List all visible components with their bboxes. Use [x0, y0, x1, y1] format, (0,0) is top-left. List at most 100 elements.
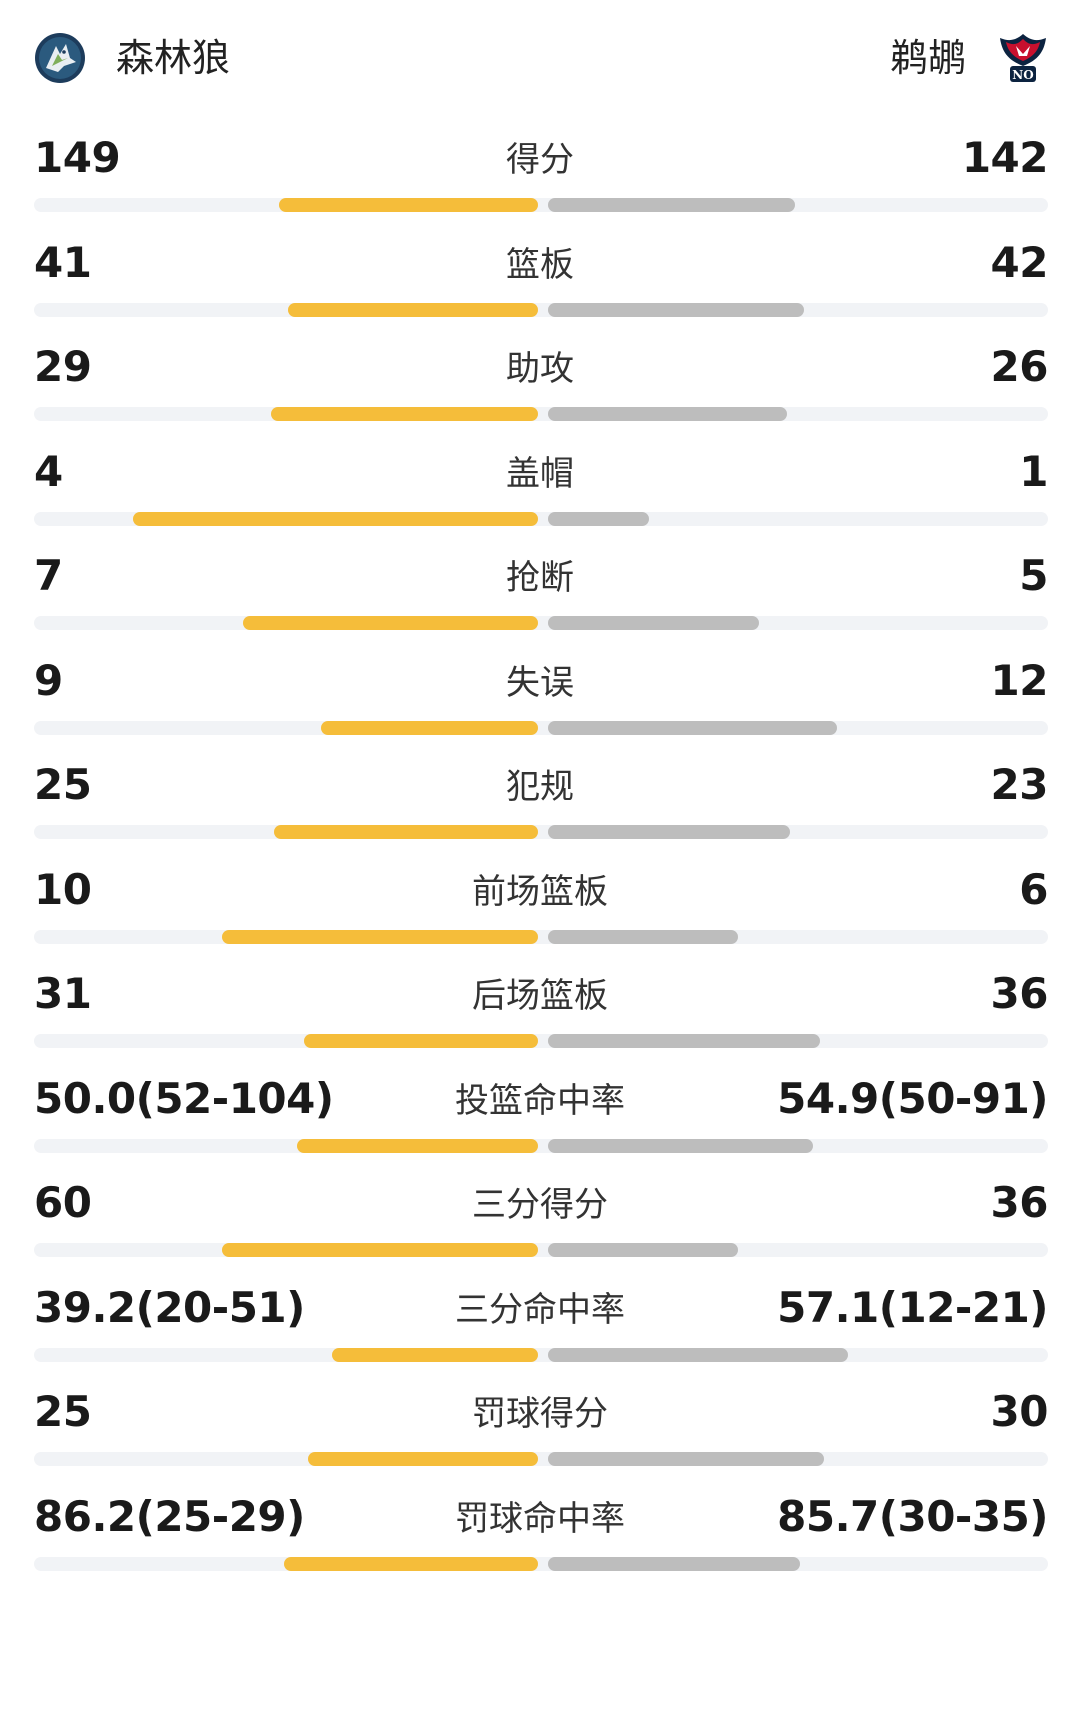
stat-label: 三分命中率	[455, 1290, 625, 1330]
left-team-value: 7	[34, 551, 63, 600]
left-team-bar	[308, 1452, 538, 1466]
right-team-bar	[548, 1034, 820, 1048]
right-team-value: 85.7(30-35)	[777, 1492, 1048, 1541]
stat-bar-track	[34, 616, 1048, 630]
stat-label: 盖帽	[506, 454, 574, 494]
right-team-bar	[548, 198, 795, 212]
stat-label: 前场篮板	[472, 872, 608, 912]
left-team-bar	[279, 198, 538, 212]
right-team-bar	[548, 930, 738, 944]
left-team-bar	[271, 407, 538, 421]
right-team-bar	[548, 1557, 800, 1571]
left-team-value: 41	[34, 238, 92, 287]
right-team-value: 42	[990, 238, 1049, 287]
left-team-value: 10	[34, 865, 92, 914]
stat-row: 50.0(52-104) 投篮命中率 54.9(50-91)	[0, 1059, 1080, 1175]
stat-label: 篮板	[506, 245, 574, 285]
stat-row: 39.2(20-51) 三分命中率 57.1(12-21)	[0, 1268, 1080, 1384]
right-team-name[interactable]: 鹈鹕	[889, 36, 966, 80]
right-team-value: 1	[1019, 447, 1048, 496]
stat-bar-track	[34, 1139, 1048, 1153]
right-team-bar	[548, 1139, 813, 1153]
right-team-value: 54.9(50-91)	[777, 1074, 1048, 1123]
stat-label: 后场篮板	[472, 976, 608, 1016]
stat-row: 9 失误 12	[0, 641, 1080, 757]
stat-row: 10 前场篮板 6	[0, 850, 1080, 966]
right-team-value: 36	[990, 1178, 1049, 1227]
right-team-value: 12	[990, 656, 1049, 705]
stat-label: 罚球得分	[472, 1394, 608, 1434]
stat-label: 投篮命中率	[455, 1081, 625, 1121]
left-team-value: 86.2(25-29)	[34, 1492, 305, 1541]
right-team-bar	[548, 721, 837, 735]
right-team-value: 142	[961, 133, 1049, 182]
left-team-bar	[133, 512, 538, 526]
right-team-value: 57.1(12-21)	[777, 1283, 1048, 1332]
right-team-bar	[548, 1452, 824, 1466]
stat-label: 得分	[506, 140, 574, 180]
left-team-name[interactable]: 森林狼	[116, 36, 231, 80]
right-team-value: 6	[1019, 865, 1048, 914]
left-team-value: 31	[34, 969, 92, 1018]
left-team-bar	[243, 616, 538, 630]
left-team-value: 25	[34, 760, 92, 809]
stat-bar-track	[34, 198, 1048, 212]
right-team-bar	[548, 1348, 848, 1362]
stat-row: 60 三分得分 36	[0, 1163, 1080, 1279]
right-team-value: 36	[990, 969, 1049, 1018]
stat-bar-track	[34, 825, 1048, 839]
stat-label: 犯规	[506, 767, 574, 807]
left-team-value: 50.0(52-104)	[34, 1074, 334, 1123]
left-team-bar	[274, 825, 538, 839]
stat-row: 25 罚球得分 30	[0, 1372, 1080, 1488]
stat-row: 86.2(25-29) 罚球命中率 85.7(30-35)	[0, 1477, 1080, 1593]
right-team-bar	[548, 407, 787, 421]
stat-bar-track	[34, 303, 1048, 317]
stat-label: 罚球命中率	[455, 1499, 625, 1539]
left-team-bar	[332, 1348, 538, 1362]
left-team-value: 4	[34, 447, 63, 496]
right-team-bar	[548, 825, 790, 839]
right-team-bar	[548, 616, 759, 630]
stat-row: 7 抢断 5	[0, 536, 1080, 652]
stat-label: 助攻	[506, 349, 574, 389]
stat-bar-track	[34, 1452, 1048, 1466]
timberwolves-logo-icon[interactable]	[34, 32, 86, 84]
stat-bar-track	[34, 407, 1048, 421]
stat-bar-track	[34, 1557, 1048, 1571]
left-team-bar	[222, 930, 538, 944]
stat-row: 149 得分 142	[0, 118, 1080, 234]
stat-row: 4 盖帽 1	[0, 432, 1080, 548]
left-team-bar	[222, 1243, 538, 1257]
stat-label: 三分得分	[472, 1185, 608, 1225]
left-team-value: 29	[34, 342, 92, 391]
pelicans-logo-text: NO	[1012, 68, 1033, 82]
left-team-value: 9	[34, 656, 63, 705]
stat-bar-track	[34, 1348, 1048, 1362]
left-team-bar	[304, 1034, 538, 1048]
stat-row: 29 助攻 26	[0, 327, 1080, 443]
right-team-bar	[548, 303, 804, 317]
stat-label: 失误	[506, 663, 574, 703]
right-team-value: 26	[990, 342, 1049, 391]
stat-row: 41 篮板 42	[0, 223, 1080, 339]
left-team-value: 149	[34, 133, 121, 182]
matchup-header: 森林狼 鹈鹕 NO	[0, 0, 1080, 118]
stat-bar-track	[34, 1034, 1048, 1048]
left-team-value: 25	[34, 1387, 92, 1436]
stat-label: 抢断	[506, 558, 574, 598]
pelicans-logo-icon[interactable]: NO	[996, 30, 1050, 86]
left-team-value: 39.2(20-51)	[34, 1283, 305, 1332]
stat-row: 25 犯规 23	[0, 745, 1080, 861]
right-team-value: 23	[990, 760, 1049, 809]
right-team-value: 5	[1019, 551, 1048, 600]
right-team-bar	[548, 512, 649, 526]
stat-bar-track	[34, 721, 1048, 735]
left-team-value: 60	[34, 1178, 92, 1227]
right-team-bar	[548, 1243, 738, 1257]
left-team-bar	[297, 1139, 538, 1153]
left-team-bar	[288, 303, 538, 317]
left-team-bar	[284, 1557, 538, 1571]
right-team-value: 30	[990, 1387, 1049, 1436]
stat-bar-track	[34, 1243, 1048, 1257]
